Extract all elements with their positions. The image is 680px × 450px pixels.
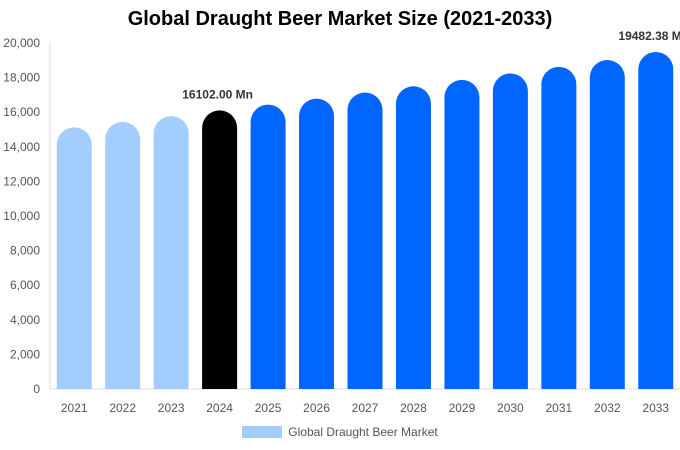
- legend-label: Global Draught Beer Market: [288, 425, 438, 439]
- y-tick-label: 12,000: [3, 174, 40, 188]
- bar-2032: [589, 60, 625, 390]
- legend-swatch: [242, 426, 283, 438]
- x-tick-label: 2029: [449, 401, 476, 415]
- y-tick-label: 16,000: [3, 105, 40, 119]
- y-tick-label: 4,000: [10, 313, 40, 327]
- x-tick-label: 2033: [642, 401, 669, 415]
- bar-2024: [202, 110, 238, 390]
- legend[interactable]: Global Draught Beer Market: [0, 425, 680, 439]
- y-tick-label: 8,000: [10, 244, 40, 258]
- bar-2027: [347, 92, 383, 389]
- x-tick-label: 2023: [158, 401, 185, 415]
- x-tick-label: 2025: [255, 401, 282, 415]
- data-label-2033: 19482.38 Mn: [618, 29, 680, 43]
- x-tick-label: 2030: [497, 401, 524, 415]
- y-tick-label: 14,000: [3, 140, 40, 154]
- y-tick-label: 2,000: [10, 347, 40, 361]
- bar-2025: [250, 104, 286, 390]
- bar-2033: [638, 51, 674, 389]
- bar-2026: [299, 98, 335, 389]
- x-tick-label: 2032: [594, 401, 621, 415]
- y-tick-label: 0: [33, 382, 40, 396]
- bar-2030: [492, 73, 528, 389]
- chart-title: Global Draught Beer Market Size (2021-20…: [127, 8, 553, 30]
- bar-2021: [56, 127, 92, 389]
- bar-2031: [541, 66, 577, 390]
- x-tick-label: 2026: [303, 401, 330, 415]
- y-tick-label: 20,000: [3, 36, 40, 50]
- x-tick-label: 2031: [545, 401, 572, 415]
- x-tick-label: 2024: [206, 401, 233, 415]
- x-tick-label: 2028: [400, 401, 427, 415]
- x-tick-label: 2027: [352, 401, 379, 415]
- x-tick-label: 2021: [61, 401, 88, 415]
- bar-2023: [153, 116, 189, 389]
- y-tick-label: 6,000: [10, 278, 40, 292]
- y-tick-label: 18,000: [3, 71, 40, 85]
- bar-2029: [444, 79, 480, 390]
- bar-2022: [105, 121, 141, 389]
- y-tick-label: 10,000: [3, 209, 40, 223]
- x-tick-label: 2022: [109, 401, 136, 415]
- bar-chart: 0 2,000 4,000 6,000 8,000 10,000 12,000 14,000 1…: [3, 29, 680, 415]
- data-label-2024: 16102.00 Mn: [182, 87, 253, 101]
- bar-2028: [395, 86, 431, 389]
